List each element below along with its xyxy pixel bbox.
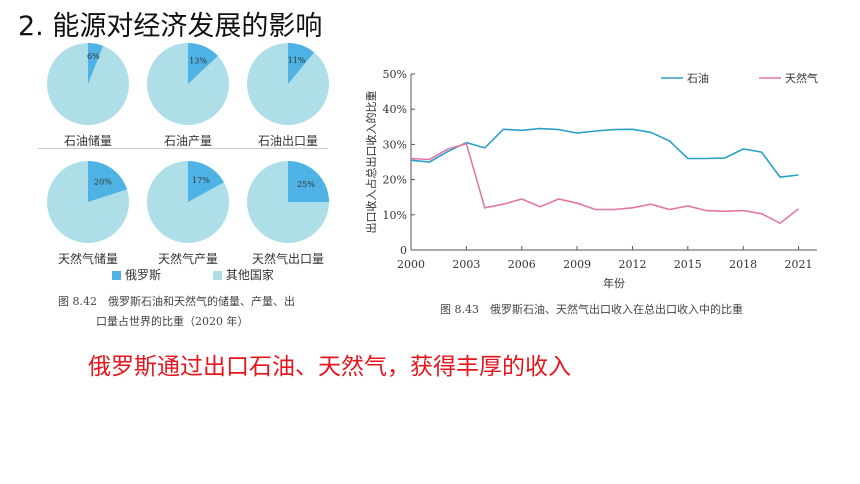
series-line-oil bbox=[410, 127, 799, 178]
pie-slice-label: 25% bbox=[297, 180, 315, 189]
pie-legend: 俄罗斯 其他国家 bbox=[112, 266, 322, 283]
pie-slice-label: 17% bbox=[192, 176, 210, 185]
y-tick-label: 0 bbox=[400, 244, 407, 257]
x-tick-label: 2009 bbox=[563, 258, 591, 271]
pie-chart: 17% bbox=[147, 161, 229, 243]
pie-slice-label: 11% bbox=[288, 56, 306, 65]
pie-chart: 25% bbox=[247, 161, 329, 243]
y-tick-label: 30% bbox=[383, 138, 407, 151]
line-chart: 0 10% 20% 30% 40% 50% 2000 2003 2006 2009 2012 2015… bbox=[364, 68, 818, 290]
pie-chart: 13% bbox=[147, 43, 229, 125]
legend-item-russia: 俄罗斯 bbox=[112, 268, 161, 282]
series-line-gas bbox=[410, 142, 799, 225]
legend-label-gas: 天然气 bbox=[785, 71, 818, 85]
y-tick-label: 20% bbox=[383, 174, 407, 187]
x-tick-label: 2015 bbox=[674, 258, 702, 271]
pie-label: 天然气产量 bbox=[157, 252, 218, 266]
pie-caption-line2: 口量占世界的比重（2020 年） bbox=[96, 315, 249, 328]
pie-chart-panel: 6% 石油储量 13% 石油产量 11% 石油出口量 20% 天然气储量 17% 天然气产量 25%… bbox=[38, 42, 338, 282]
pie-slice-label: 6% bbox=[87, 52, 100, 61]
legend-label-oil: 石油 bbox=[687, 71, 709, 85]
conclusion-text: 俄罗斯通过出口石油、天然气，获得丰厚的收入 bbox=[88, 354, 571, 380]
pie-label: 石油产量 bbox=[163, 134, 212, 148]
pie-chart: 6% bbox=[47, 43, 129, 125]
x-tick-label: 2000 bbox=[397, 258, 425, 271]
pie-slice-russia bbox=[188, 43, 218, 84]
y-tick-label: 50% bbox=[383, 68, 407, 81]
x-tick-label: 2018 bbox=[729, 258, 757, 271]
pie-slice-russia bbox=[288, 161, 329, 202]
y-tick-label: 40% bbox=[383, 103, 407, 116]
pie-cell: 20% 天然气储量 bbox=[38, 160, 138, 267]
page-title: 2. 能源对经济发展的影响 bbox=[18, 11, 323, 42]
legend-label-russia: 俄罗斯 bbox=[125, 268, 162, 282]
legend-item-others: 其他国家 bbox=[212, 268, 274, 282]
legend-label-others: 其他国家 bbox=[225, 268, 274, 282]
line-figure-caption: 图 8.43 俄罗斯石油、天然气出口收入在总出口收入中的比重 bbox=[440, 303, 743, 316]
pie-divider bbox=[38, 148, 328, 149]
x-tick-label: 2021 bbox=[785, 258, 813, 271]
pie-slice-russia bbox=[288, 43, 315, 84]
x-axis-label: 年份 bbox=[603, 276, 625, 290]
y-tick-label: 10% bbox=[383, 209, 407, 222]
legend-swatch-others bbox=[212, 271, 222, 280]
pie-label: 石油储量 bbox=[63, 134, 112, 148]
x-tick-label: 2012 bbox=[618, 258, 646, 271]
pie-cell: 13% 石油产量 bbox=[138, 42, 238, 149]
pie-cell: 17% 天然气产量 bbox=[138, 160, 238, 267]
x-tick-label: 2006 bbox=[508, 258, 536, 271]
pie-cell: 25% 天然气出口量 bbox=[238, 160, 338, 267]
pie-slice-label: 20% bbox=[94, 177, 112, 186]
pie-slice-label: 13% bbox=[189, 57, 207, 66]
pie-label: 天然气出口量 bbox=[251, 252, 324, 266]
pie-chart: 20% bbox=[47, 161, 129, 243]
pie-figure-caption: 图 8.42 俄罗斯石油和天然气的储量、产量、出 口量占世界的比重（2020 年… bbox=[58, 292, 328, 332]
pie-cell: 11% 石油出口量 bbox=[238, 42, 338, 149]
pie-slice-russia bbox=[188, 161, 224, 202]
pie-chart: 11% bbox=[247, 43, 329, 125]
pie-label: 石油出口量 bbox=[257, 134, 318, 148]
pie-slice-russia bbox=[88, 161, 127, 202]
legend-swatch-russia bbox=[112, 271, 121, 280]
y-axis-label: 出口收入占总出口收入的比重 bbox=[364, 91, 378, 234]
x-tick-label: 2003 bbox=[452, 258, 480, 271]
pie-caption-line1: 图 8.42 俄罗斯石油和天然气的储量、产量、出 bbox=[58, 295, 295, 308]
pie-label: 天然气储量 bbox=[57, 252, 118, 266]
pie-cell: 6% 石油储量 bbox=[38, 42, 138, 149]
pie-slice-russia bbox=[88, 43, 104, 84]
